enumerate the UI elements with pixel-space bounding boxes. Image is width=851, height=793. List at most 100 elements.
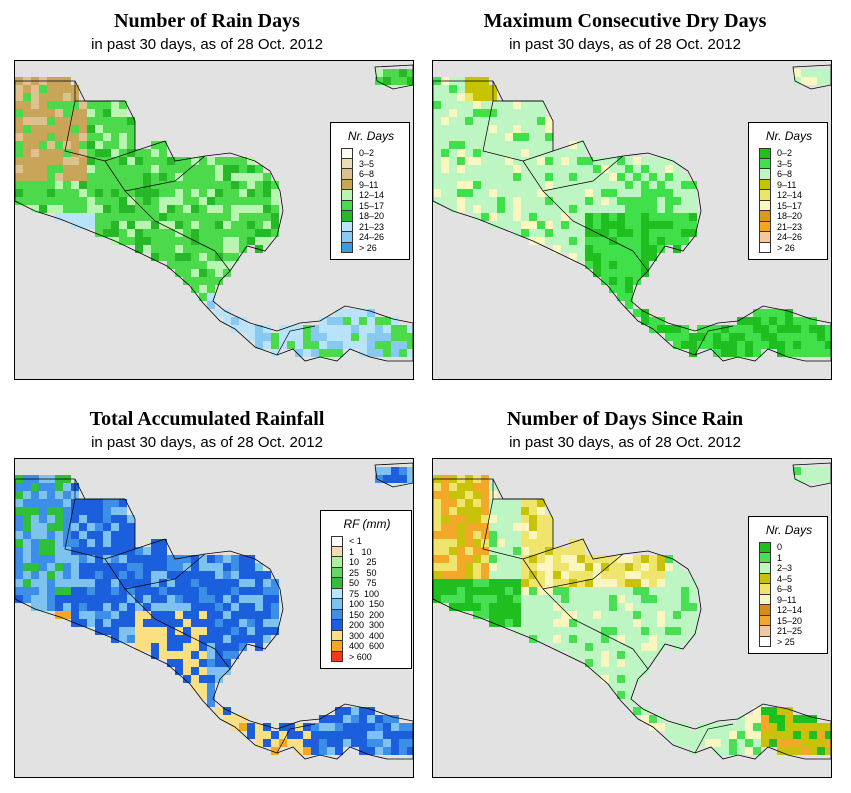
- grid-cell: [561, 627, 569, 635]
- grid-cell: [537, 579, 545, 587]
- legend-item: 6–8: [341, 169, 401, 180]
- grid-cell: [465, 189, 473, 197]
- grid-cell: [263, 739, 271, 747]
- panel-rain-days: Number of Rain Days in past 30 days, as …: [0, 0, 414, 392]
- grid-cell: [71, 515, 79, 523]
- grid-cell: [665, 563, 673, 571]
- grid-cell: [593, 173, 601, 181]
- legend-title: Nr. Days: [347, 129, 395, 143]
- grid-cell: [537, 515, 545, 523]
- legend-item: 100 150: [331, 599, 403, 610]
- grid-cell: [71, 595, 79, 603]
- grid-cell: [103, 531, 111, 539]
- grid-cell: [433, 165, 441, 173]
- grid-cell: [231, 253, 239, 261]
- grid-cell: [223, 189, 231, 197]
- grid-cell: [457, 571, 465, 579]
- grid-cell: [399, 723, 407, 731]
- grid-cell: [111, 531, 119, 539]
- grid-cell: [521, 197, 529, 205]
- grid-cell: [809, 475, 817, 483]
- grid-cell: [473, 205, 481, 213]
- grid-cell: [641, 261, 649, 269]
- grid-cell: [737, 747, 745, 755]
- grid-cell: [513, 189, 521, 197]
- grid-cell: [175, 579, 183, 587]
- grid-cell: [465, 173, 473, 181]
- grid-cell: [39, 507, 47, 515]
- grid-cell: [15, 491, 23, 499]
- grid-cell: [111, 173, 119, 181]
- grid-cell: [569, 205, 577, 213]
- grid-cell: [215, 189, 223, 197]
- grid-cell: [79, 523, 87, 531]
- grid-cell: [673, 723, 681, 731]
- grid-cell: [111, 205, 119, 213]
- grid-cell: [529, 125, 537, 133]
- grid-cell: [23, 157, 31, 165]
- grid-cell: [553, 221, 561, 229]
- grid-cell: [319, 715, 327, 723]
- grid-cell: [375, 325, 383, 333]
- grid-cell: [561, 595, 569, 603]
- grid-cell: [753, 309, 761, 317]
- grid-cell: [561, 555, 569, 563]
- grid-cell: [441, 173, 449, 181]
- grid-cell: [55, 133, 63, 141]
- grid-cell: [473, 125, 481, 133]
- country-border: [492, 81, 543, 102]
- grid-cell: [343, 333, 351, 341]
- grid-cell: [167, 563, 175, 571]
- grid-cell: [199, 157, 207, 165]
- grid-cell: [143, 173, 151, 181]
- grid-cell: [521, 619, 529, 627]
- grid-cell: [111, 507, 119, 515]
- grid-cell: [63, 157, 71, 165]
- grid-cell: [673, 635, 681, 643]
- grid-cell: [465, 181, 473, 189]
- grid-cell: [529, 571, 537, 579]
- grid-cell: [617, 579, 625, 587]
- grid-cell: [23, 117, 31, 125]
- grid-cell: [231, 197, 239, 205]
- grid-cell: [457, 85, 465, 93]
- grid-cell: [111, 627, 119, 635]
- country-border: [64, 100, 136, 162]
- grid-cell: [191, 157, 199, 165]
- grid-cell: [585, 213, 593, 221]
- grid-cell: [31, 547, 39, 555]
- grid-cell: [497, 523, 505, 531]
- grid-cell: [183, 181, 191, 189]
- grid-cell: [199, 691, 207, 699]
- grid-cell: [111, 189, 119, 197]
- grid-cell: [745, 739, 753, 747]
- grid-cell: [263, 587, 271, 595]
- grid-cell: [23, 587, 31, 595]
- grid-cell: [191, 611, 199, 619]
- grid-cell: [529, 579, 537, 587]
- grid-cell: [383, 723, 391, 731]
- legend-swatch: [341, 158, 353, 169]
- grid-cell: [689, 595, 697, 603]
- grid-cell: [55, 109, 63, 117]
- grid-cell: [391, 333, 399, 341]
- grid-cell: [473, 611, 481, 619]
- grid-cell: [689, 611, 697, 619]
- grid-cell: [449, 157, 457, 165]
- grid-cell: [529, 587, 537, 595]
- legend-label: 75 100: [349, 588, 380, 599]
- grid-cell: [55, 611, 63, 619]
- grid-cell: [553, 579, 561, 587]
- grid-cell: [383, 739, 391, 747]
- grid-cell: [481, 101, 489, 109]
- grid-cell: [127, 117, 135, 125]
- grid-cell: [657, 237, 665, 245]
- grid-cell: [553, 595, 561, 603]
- grid-cell: [31, 563, 39, 571]
- grid-cell: [15, 555, 23, 563]
- grid-cell: [119, 579, 127, 587]
- grid-cell: [79, 117, 87, 125]
- grid-cell: [673, 221, 681, 229]
- grid-cell: [271, 181, 279, 189]
- grid-cell: [569, 539, 577, 547]
